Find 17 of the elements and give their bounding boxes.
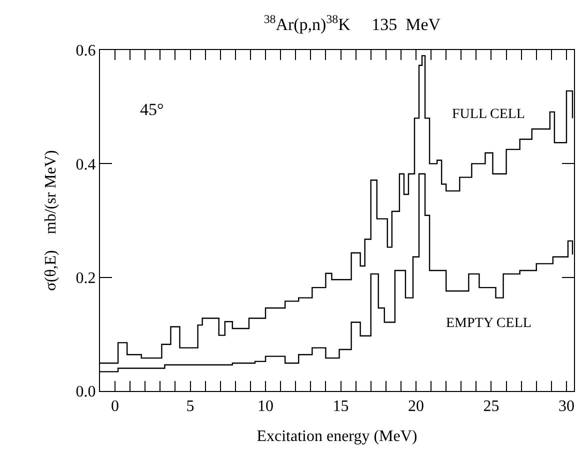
annotation: EMPTY CELL [446,316,532,331]
y-tick-label: 0.6 [76,42,96,60]
x-tick-label: 25 [483,398,500,416]
x-tick-label: 0 [111,398,120,416]
chart-title: $^{38}$Ar(p,n)$^{38}$K 135 MeV [264,12,442,34]
y-tick-label: 0.0 [76,384,96,401]
x-axis-title: Excitation energy (MeV) [256,428,418,445]
y-axis-title: σ(θ,E) mb/(sr MeV) [42,150,60,291]
y-tick-label: 0.2 [76,270,96,287]
y-tick-label: 0.4 [76,156,96,174]
x-tick-label: 10 [258,398,274,416]
annotation: 45° [140,100,164,119]
x-tick-label: 15 [332,398,349,416]
annotation: FULL CELL [452,107,525,122]
x-tick-label: 20 [408,398,424,416]
x-tick-label: 5 [186,398,194,416]
x-tick-label: 30 [558,398,574,416]
